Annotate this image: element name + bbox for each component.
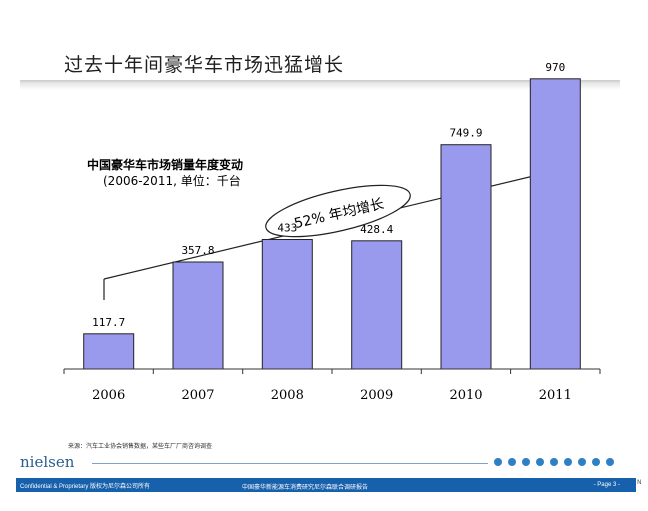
nielsen-logo: nielsen: [20, 453, 75, 471]
dot-icon: [550, 458, 558, 466]
data-labels-layer: 117.7 357.8 433 428.4 749.9 970: [92, 61, 565, 329]
footer-page-number: - Page 3 -: [593, 482, 620, 488]
dot-icon: [606, 458, 614, 466]
category-label-2008: 2008: [271, 388, 304, 403]
decorative-dots: [494, 458, 620, 468]
category-label-2006: 2006: [92, 388, 125, 403]
data-label-2009: 428.4: [360, 223, 393, 236]
bars-layer: [83, 78, 581, 370]
data-label-2010: 749.9: [449, 127, 482, 140]
category-label-2007: 2007: [181, 388, 214, 403]
data-label-2011: 970: [545, 61, 565, 74]
logo-rule: [92, 463, 488, 464]
dot-icon: [578, 458, 586, 466]
category-labels-layer: 2006 2007 2008 2009 2010 2011: [92, 388, 572, 403]
footer-confidential: Confidential & Proprietary 版权为尼尔森公司所有: [20, 484, 151, 490]
dot-icon: [536, 458, 544, 466]
category-label-2010: 2010: [449, 388, 482, 403]
bar-2010: [440, 144, 492, 370]
bar-2006: [83, 333, 135, 370]
bar-2007: [172, 261, 224, 370]
chart-subtitle: (2006-2011, 单位：千台: [103, 174, 241, 188]
chart-title: 中国豪华车市场销量年度变动: [87, 158, 244, 172]
slide-title: 过去十年间豪华车市场迅猛增长: [64, 54, 345, 76]
dot-icon: [522, 458, 530, 466]
x-axis-ticks: [63, 369, 601, 374]
growth-annotation-ellipse: [265, 184, 411, 238]
dot-icon: [494, 458, 502, 466]
bar-2008: [261, 239, 313, 370]
footer-report-title: 中国豪华新能源车消费研究尼尔森联合调研报告: [242, 485, 369, 491]
data-label-2007: 357.8: [181, 244, 214, 257]
dot-icon: [564, 458, 572, 466]
source-note: 来源：汽车工业协会销售数据，某些车厂厂商咨询调查: [68, 443, 213, 450]
corner-mark: N: [637, 479, 642, 486]
bar-2011: [529, 78, 581, 370]
data-label-2006: 117.7: [92, 316, 125, 329]
data-label-2008: 433: [277, 222, 297, 235]
category-label-2009: 2009: [360, 388, 393, 403]
category-label-2011: 2011: [539, 388, 572, 403]
title-rule: [20, 80, 620, 90]
dot-icon: [508, 458, 516, 466]
dot-icon: [592, 458, 600, 466]
bar-2009: [351, 240, 403, 370]
footer-bar: Confidential & Proprietary 版权为尼尔森公司所有 中国…: [16, 478, 636, 492]
